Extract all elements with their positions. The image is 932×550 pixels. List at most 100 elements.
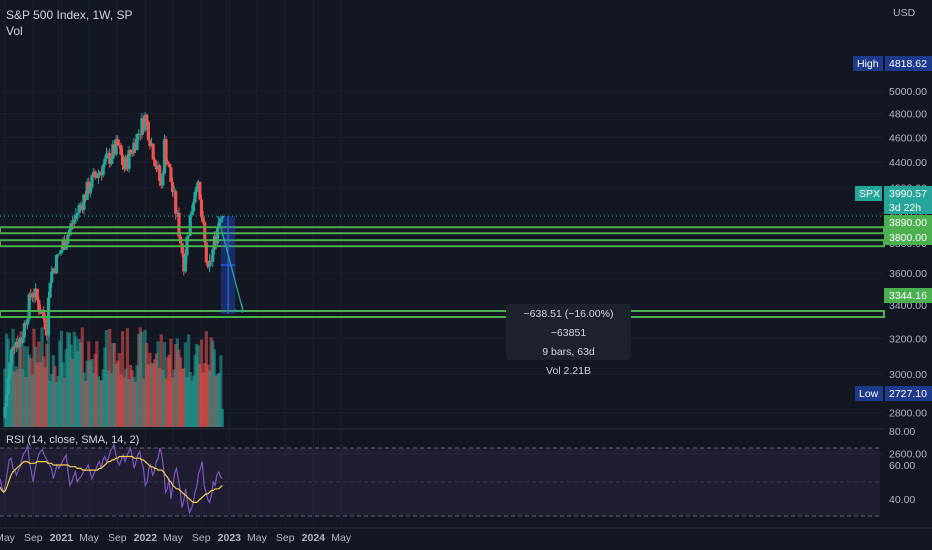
measure-tool[interactable] — [217, 215, 244, 315]
candle-body — [38, 310, 43, 314]
price-tick: 4800.00 — [889, 109, 927, 121]
volume-bar — [53, 365, 57, 427]
time-tick: Sep — [276, 532, 295, 544]
volume-bar — [45, 343, 49, 427]
volume-bar — [127, 379, 131, 427]
volume-bar — [153, 359, 157, 427]
volume-bar — [91, 373, 96, 427]
candle-body — [35, 288, 39, 300]
candle-body — [169, 167, 173, 183]
candle-body — [174, 191, 178, 214]
candle-body — [159, 180, 163, 186]
candle-body — [30, 293, 34, 298]
candle-body — [217, 221, 221, 228]
candle-body — [54, 254, 59, 273]
volume-bar — [193, 354, 197, 427]
measure-tooltip: −638.51 (−16.00%) −63851 9 bars, 63d Vol… — [506, 304, 631, 377]
rsi-header[interactable]: RSI (14, close, SMA, 14, 2) — [6, 434, 140, 446]
volume-bar — [100, 380, 104, 427]
volume-bar — [164, 378, 168, 427]
high-label: High — [857, 58, 879, 70]
volume-bar — [185, 376, 189, 427]
candle-body — [83, 194, 88, 201]
measure-change: −638.51 (−16.00%) −63851 — [523, 308, 614, 339]
price-axis[interactable]: 5000.004800.004600.004400.004200.004000.… — [889, 86, 927, 460]
candle-body — [48, 282, 52, 298]
candle-body — [19, 339, 23, 344]
volume-bar — [190, 380, 194, 427]
candle-body — [158, 165, 162, 181]
candle-body — [156, 165, 160, 170]
volume-bar — [17, 339, 22, 427]
volume-bar — [5, 333, 9, 427]
candle-body — [32, 293, 36, 298]
volume-bar — [104, 329, 109, 427]
volume-label[interactable]: Vol — [6, 24, 23, 38]
volume-bar — [151, 363, 155, 427]
volume-bar — [56, 376, 60, 427]
volume-bar — [61, 362, 65, 427]
volume-bar — [108, 328, 112, 427]
time-tick: 2023 — [218, 532, 242, 544]
chart-title[interactable]: S&P 500 Index, 1W, SP — [6, 8, 133, 22]
time-tick: May — [0, 532, 16, 544]
volume-bar — [50, 373, 54, 427]
candle-body — [95, 177, 99, 179]
candle-body — [24, 322, 28, 325]
volume-bar — [90, 359, 94, 427]
candle-body — [162, 139, 167, 174]
candle-body — [117, 144, 121, 146]
time-tick: May — [331, 532, 352, 544]
volume-bars — [3, 327, 225, 427]
candle-body — [172, 191, 176, 193]
candle-body — [170, 182, 175, 192]
candle-body — [79, 204, 83, 206]
volume-bar — [132, 376, 136, 427]
candle-body — [137, 133, 141, 135]
volume-bar — [51, 355, 55, 427]
candle-body — [119, 145, 123, 155]
volume-bar — [203, 363, 207, 427]
volume-bar — [161, 369, 165, 427]
time-tick: 2022 — [134, 532, 158, 544]
candle-body — [75, 213, 80, 215]
candle-body — [90, 175, 94, 188]
volume-bar — [199, 339, 204, 427]
time-tick: May — [247, 532, 268, 544]
volume-bar — [183, 342, 187, 427]
candle-body — [177, 212, 181, 237]
volume-bar — [24, 377, 28, 427]
volume-bar — [207, 370, 212, 427]
volume-bar — [21, 369, 25, 427]
candle-body — [34, 288, 38, 298]
price-tick: 3000.00 — [889, 369, 927, 381]
candle-body — [206, 262, 210, 267]
volume-bar — [14, 366, 18, 427]
volume-bar — [120, 331, 125, 427]
volume-bar — [135, 365, 139, 427]
candle-body — [161, 173, 165, 186]
candle-body — [91, 171, 96, 176]
volume-bar — [145, 343, 149, 427]
level-line-3890[interactable] — [0, 226, 885, 235]
candle-body — [96, 173, 101, 178]
candle-body — [109, 158, 113, 164]
candle-body — [204, 242, 208, 263]
candle-body — [58, 253, 62, 255]
high-badge: High 4818.62 — [853, 56, 932, 71]
candle-body — [59, 250, 63, 254]
candle-body — [199, 199, 204, 218]
candle-body — [103, 158, 107, 165]
time-axis[interactable]: May Sep 2021 May Sep 2022 May Sep 2023 May Sep 2024… — [0, 532, 352, 544]
volume-bar — [195, 343, 199, 427]
level-line-3344[interactable] — [0, 310, 885, 319]
candle-body — [164, 139, 168, 162]
volume-bar — [158, 367, 162, 427]
rsi-pane[interactable]: 80.00 60.00 40.00 — [0, 426, 915, 517]
candle-body — [50, 271, 54, 283]
candle-body — [196, 181, 200, 187]
candle-body — [130, 152, 134, 154]
volume-bar — [37, 341, 41, 427]
candle-body — [212, 236, 216, 250]
